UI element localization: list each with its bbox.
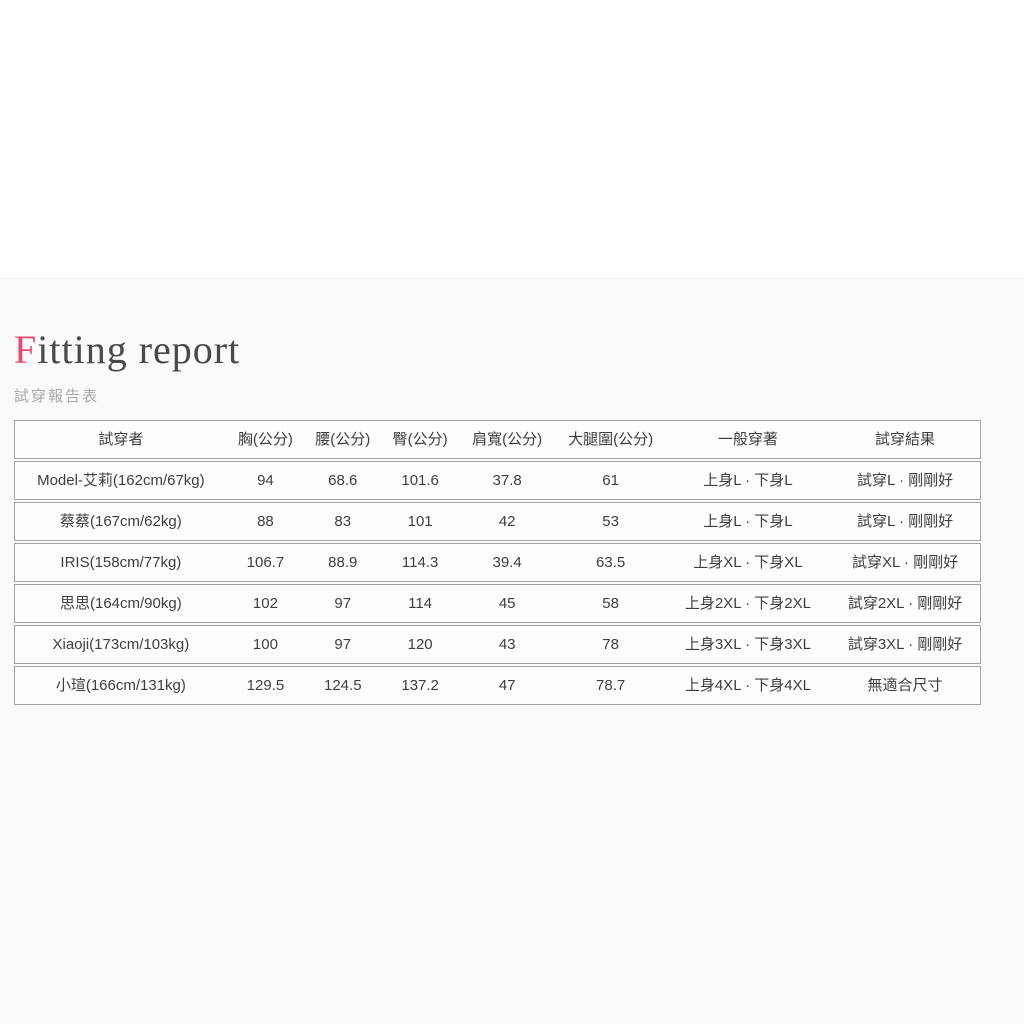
table-cell-fitter: 思思(164cm/90kg)	[14, 584, 227, 623]
table-cell: 53	[555, 502, 666, 541]
fitting-report-section: Fitting report 試穿報告表 試穿者 胸(公分) 腰(公分) 臀(公…	[0, 278, 1024, 1024]
table-header-row: 試穿者 胸(公分) 腰(公分) 臀(公分) 肩寬(公分) 大腿圍(公分) 一般穿…	[14, 420, 981, 459]
table-cell: 97	[304, 625, 382, 664]
table-cell: 試穿XL · 剛剛好	[830, 543, 981, 582]
table-cell-fitter: Xiaoji(173cm/103kg)	[14, 625, 227, 664]
header-cell-thigh: 大腿圍(公分)	[555, 420, 666, 459]
header-cell-usual-size: 一般穿著	[665, 420, 831, 459]
header-cell-hip: 臀(公分)	[381, 420, 459, 459]
table-cell: 上身2XL · 下身2XL	[665, 584, 831, 623]
table-cell: 58	[555, 584, 666, 623]
table-cell: 78.7	[555, 666, 666, 705]
table-row: Xiaoji(173cm/103kg) 100 97 120 43 78 上身3…	[14, 625, 981, 664]
page-subtitle: 試穿報告表	[14, 388, 100, 405]
table-cell: 114	[381, 584, 459, 623]
table-row: Model-艾莉(162cm/67kg) 94 68.6 101.6 37.8 …	[14, 461, 981, 500]
table-cell: 106.7	[226, 543, 305, 582]
table-cell: 63.5	[555, 543, 666, 582]
header-cell-result: 試穿結果	[830, 420, 981, 459]
header-cell-shoulder: 肩寬(公分)	[458, 420, 556, 459]
table-cell: 39.4	[458, 543, 556, 582]
table-cell-fitter: 蔡蔡(167cm/62kg)	[14, 502, 227, 541]
table-cell: 100	[226, 625, 305, 664]
table-row: 小瑄(166cm/131kg) 129.5 124.5 137.2 47 78.…	[14, 666, 981, 705]
table-cell: 61	[555, 461, 666, 500]
table-cell: 114.3	[381, 543, 459, 582]
table-cell: 上身4XL · 下身4XL	[665, 666, 831, 705]
table-cell: 無適合尺寸	[830, 666, 981, 705]
fitting-report-table: 試穿者 胸(公分) 腰(公分) 臀(公分) 肩寬(公分) 大腿圍(公分) 一般穿…	[14, 418, 981, 707]
title-accent-letter: F	[14, 327, 38, 372]
table-cell-fitter: IRIS(158cm/77kg)	[14, 543, 227, 582]
table-cell: 88	[226, 502, 305, 541]
table-cell: 試穿2XL · 剛剛好	[830, 584, 981, 623]
table-cell: 129.5	[226, 666, 305, 705]
header-cell-fitter: 試穿者	[14, 420, 227, 459]
header-cell-waist: 腰(公分)	[304, 420, 382, 459]
table-cell: 43	[458, 625, 556, 664]
table-cell: 137.2	[381, 666, 459, 705]
table-cell: 42	[458, 502, 556, 541]
table-cell: 120	[381, 625, 459, 664]
table-cell: 上身L · 下身L	[665, 502, 831, 541]
title-rest: itting report	[37, 327, 241, 372]
table-cell: 試穿L · 剛剛好	[830, 461, 981, 500]
table-cell: 94	[226, 461, 305, 500]
table-cell: 47	[458, 666, 556, 705]
table-cell: 上身L · 下身L	[665, 461, 831, 500]
table-row: IRIS(158cm/77kg) 106.7 88.9 114.3 39.4 6…	[14, 543, 981, 582]
table-cell: 68.6	[304, 461, 382, 500]
table-cell: 83	[304, 502, 382, 541]
table-cell: 37.8	[458, 461, 556, 500]
top-whitespace	[0, 0, 1024, 278]
table-cell: 124.5	[304, 666, 382, 705]
table-row: 思思(164cm/90kg) 102 97 114 45 58 上身2XL · …	[14, 584, 981, 623]
header-cell-chest: 胸(公分)	[226, 420, 305, 459]
table-cell: 上身3XL · 下身3XL	[665, 625, 831, 664]
page-title: Fitting report	[14, 327, 1010, 373]
table-cell: 101	[381, 502, 459, 541]
table-cell: 102	[226, 584, 305, 623]
table-row: 蔡蔡(167cm/62kg) 88 83 101 42 53 上身L · 下身L…	[14, 502, 981, 541]
table-cell: 試穿L · 剛剛好	[830, 502, 981, 541]
table-cell-fitter: Model-艾莉(162cm/67kg)	[14, 461, 227, 500]
table-cell: 上身XL · 下身XL	[665, 543, 831, 582]
table-cell: 78	[555, 625, 666, 664]
table-cell: 101.6	[381, 461, 459, 500]
table-cell: 88.9	[304, 543, 382, 582]
table-cell: 97	[304, 584, 382, 623]
table-cell: 試穿3XL · 剛剛好	[830, 625, 981, 664]
table-cell-fitter: 小瑄(166cm/131kg)	[14, 666, 227, 705]
table-cell: 45	[458, 584, 556, 623]
